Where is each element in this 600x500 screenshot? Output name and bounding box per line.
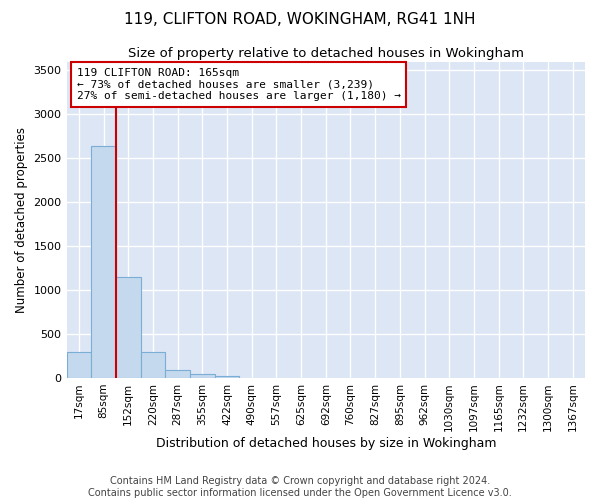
Text: Contains HM Land Registry data © Crown copyright and database right 2024.
Contai: Contains HM Land Registry data © Crown c… — [88, 476, 512, 498]
X-axis label: Distribution of detached houses by size in Wokingham: Distribution of detached houses by size … — [155, 437, 496, 450]
Bar — [116, 277, 140, 378]
Bar — [215, 376, 239, 378]
Bar — [91, 146, 116, 378]
Bar — [140, 352, 165, 378]
Text: 119, CLIFTON ROAD, WOKINGHAM, RG41 1NH: 119, CLIFTON ROAD, WOKINGHAM, RG41 1NH — [124, 12, 476, 28]
Title: Size of property relative to detached houses in Wokingham: Size of property relative to detached ho… — [128, 48, 524, 60]
Bar — [67, 352, 91, 378]
Y-axis label: Number of detached properties: Number of detached properties — [15, 126, 28, 313]
Bar — [165, 370, 190, 378]
Bar — [190, 374, 215, 378]
Text: 119 CLIFTON ROAD: 165sqm
← 73% of detached houses are smaller (3,239)
27% of sem: 119 CLIFTON ROAD: 165sqm ← 73% of detach… — [77, 68, 401, 101]
